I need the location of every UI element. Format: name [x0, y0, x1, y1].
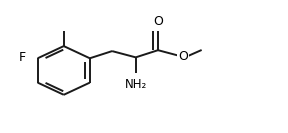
Text: O: O — [178, 50, 188, 63]
Text: F: F — [18, 51, 25, 64]
Text: O: O — [153, 15, 163, 28]
Text: NH₂: NH₂ — [125, 78, 147, 91]
